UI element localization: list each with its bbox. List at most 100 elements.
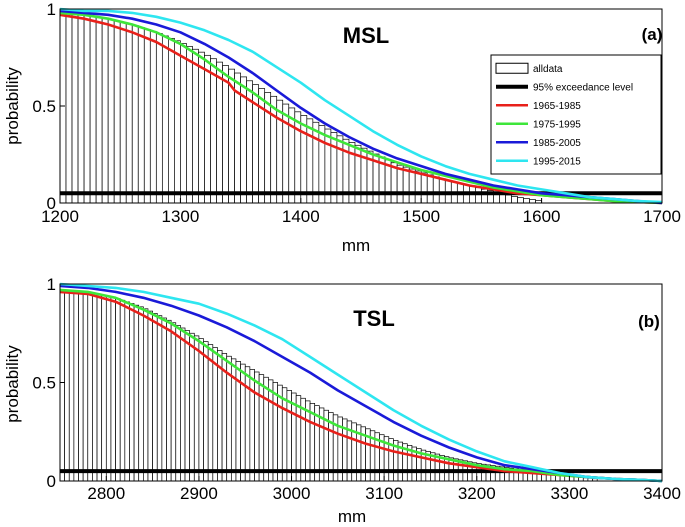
panel-a-bar-1 xyxy=(65,13,73,204)
panel-a-bar-77 xyxy=(523,198,530,204)
panel-b-bar-9 xyxy=(101,294,107,482)
panel-a-bar-12 xyxy=(131,25,139,204)
panel-b-bar-28 xyxy=(189,332,195,482)
panel-a-bar-78 xyxy=(529,199,536,204)
panel-a-bar-5 xyxy=(89,15,97,204)
panel-a-bar-40 xyxy=(300,115,308,204)
panel-b-ytick-label-2: 1 xyxy=(47,275,56,294)
panel-a-bar-6 xyxy=(95,16,103,204)
panel-a-bar-61 xyxy=(426,174,434,204)
panel-b-xtick-label-5: 3300 xyxy=(550,484,588,503)
panel-b-bar-3 xyxy=(73,290,79,482)
panel-a-bar-59 xyxy=(414,170,422,204)
panel-a-bar-62 xyxy=(432,176,440,204)
panel-a-bar-16 xyxy=(155,33,163,204)
legend-label-5: 1995-2015 xyxy=(533,156,581,167)
panel-b-bar-48 xyxy=(281,387,288,482)
panel-b-title: TSL xyxy=(353,306,395,331)
panel-a-bar-42 xyxy=(312,121,320,204)
panel-a-bar-57 xyxy=(402,166,410,204)
panel-a-bar-70 xyxy=(481,188,488,204)
panel-a-bar-11 xyxy=(125,23,133,204)
panel-b-lines xyxy=(59,282,663,483)
panel-b-bar-42 xyxy=(254,371,260,482)
legend-swatch-0 xyxy=(495,62,529,74)
panel-a-bar-7 xyxy=(101,17,109,204)
panel-a-xtick-label-0: 1200 xyxy=(41,207,79,226)
panel-b-bar-45 xyxy=(268,379,274,482)
panel-a-series-1975-1995 xyxy=(59,11,663,205)
panel-a-bar-18 xyxy=(168,37,175,204)
panel-b-series-1995-2015 xyxy=(59,282,663,483)
panel-a-bar-2 xyxy=(71,13,79,204)
panel-b-bar-23 xyxy=(166,319,172,482)
panel-b-bar-29 xyxy=(193,335,200,482)
panel-b-bar-47 xyxy=(277,384,283,482)
panel-b-bar-26 xyxy=(180,327,186,482)
panel-b-bar-31 xyxy=(203,341,209,482)
panel-a-bar-41 xyxy=(306,118,314,204)
panel-a-bar-23 xyxy=(198,51,205,204)
panel-b-ytick-label-0: 0 xyxy=(47,472,56,491)
legend: alldata 95% exceedance level 1965-1985 1975… xyxy=(490,54,662,175)
panel-a-ytick-label-1: 0.5 xyxy=(32,97,56,116)
panel-a-ylabel: probability xyxy=(3,67,22,145)
panel-b-ytick-label-1: 0.5 xyxy=(32,374,56,393)
panel-b-xtick-label-1: 2900 xyxy=(180,484,218,503)
panel-a-bar-37 xyxy=(282,103,290,204)
panel-a-bar-10 xyxy=(119,21,127,204)
legend-label-2: 1965-1985 xyxy=(533,101,581,112)
legend-label-4: 1985-2005 xyxy=(533,138,581,149)
panel-b-bar-33 xyxy=(212,347,218,482)
panel-a-bar-3 xyxy=(77,14,85,204)
panel-a-bar-56 xyxy=(396,164,404,204)
panel-a-bar-76 xyxy=(517,197,524,204)
panel-a-bar-36 xyxy=(276,99,284,204)
panel-b-bar-27 xyxy=(184,330,191,482)
panel-a-xtick-label-3: 1500 xyxy=(402,207,440,226)
panel-a-title: MSL xyxy=(343,23,389,48)
panel-b-xlabel: mm xyxy=(338,507,366,526)
panel-b-bar-17 xyxy=(138,306,144,482)
panel-a-lines xyxy=(59,7,663,205)
panel-a-series-1985-2005 xyxy=(59,9,663,205)
legend-box xyxy=(490,54,662,175)
panel-a-bar-58 xyxy=(408,168,416,204)
panel-a-bar-24 xyxy=(204,54,211,204)
panel-b-bar-13 xyxy=(119,299,126,482)
panel-a-bar-69 xyxy=(475,187,482,204)
panel-a-bar-9 xyxy=(113,20,121,204)
panel-b-bar-2 xyxy=(68,290,75,482)
panel-a-panel-label: (a) xyxy=(642,25,663,44)
panel-a-bar-60 xyxy=(420,172,428,204)
panel-b-bar-21 xyxy=(156,315,163,482)
panel-a-bar-0 xyxy=(59,12,67,204)
panel-b-xtick-label-2: 3000 xyxy=(273,484,311,503)
panel-a-bar-27 xyxy=(222,65,229,204)
panel-a-bar-26 xyxy=(216,61,223,204)
panel-b-bar-15 xyxy=(129,303,135,482)
panel-b-series-1975-1995 xyxy=(59,288,663,483)
panel-b-xtick-label-0: 2800 xyxy=(87,484,125,503)
panel-b-bar-12 xyxy=(115,298,121,482)
panel-a-bar-4 xyxy=(83,14,91,204)
panel-b-bar-30 xyxy=(198,338,204,482)
panel-b-bar-18 xyxy=(143,308,149,482)
panel-b-bar-46 xyxy=(272,382,278,482)
panel-a-xtick-label-4: 1600 xyxy=(523,207,561,226)
panel-b-bar-4 xyxy=(78,291,84,482)
panel-a-bar-75 xyxy=(511,196,518,204)
panel-b-bar-40 xyxy=(244,366,251,482)
panel-b-bar-41 xyxy=(249,369,255,482)
panel-a-bar-20 xyxy=(180,43,187,204)
panel-a-bar-35 xyxy=(270,95,278,204)
legend-label-1: 95% exceedance level xyxy=(533,82,633,93)
panel-b-bar-10 xyxy=(105,295,112,482)
panel-a: 1200 1300 1400 1500 1600 1700 0 0.5 1 MSL (a) mm… xyxy=(3,0,681,255)
panel-b-bar-22 xyxy=(161,317,167,482)
panel-a-bar-25 xyxy=(210,58,217,204)
panel-b-bar-25 xyxy=(175,325,181,482)
panel-a-bar-17 xyxy=(161,35,169,204)
legend-label-0: alldata xyxy=(533,64,563,75)
